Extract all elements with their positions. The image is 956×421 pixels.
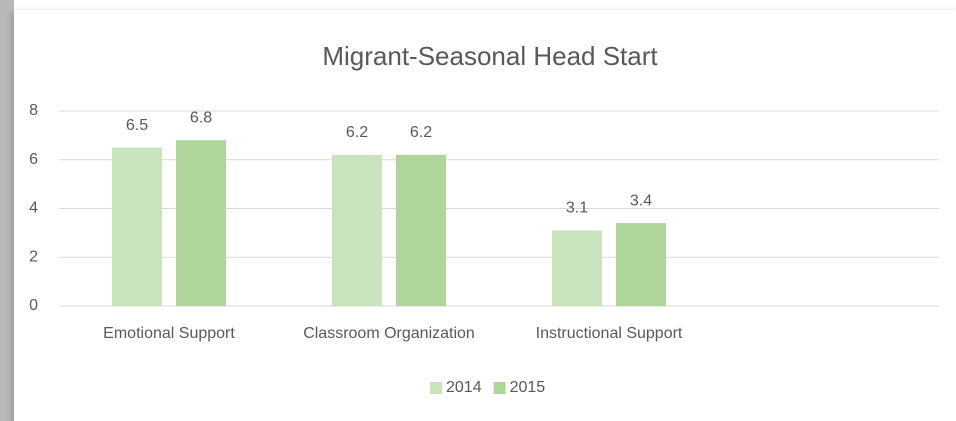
chart-title: Migrant-Seasonal Head Start	[322, 41, 658, 71]
legend-label: 2015	[510, 379, 546, 396]
bar	[112, 147, 162, 306]
y-tick-label: 0	[29, 297, 38, 314]
x-tick-label: Classroom Organization	[303, 325, 475, 342]
legend-swatch	[430, 382, 442, 394]
side-strip	[0, 0, 14, 421]
chart-card	[14, 10, 956, 421]
data-label: 3.1	[566, 200, 588, 217]
data-label: 6.5	[126, 117, 148, 134]
data-label: 3.4	[630, 192, 652, 209]
bar	[332, 154, 382, 306]
bar	[396, 154, 446, 306]
bar	[176, 140, 226, 306]
y-tick-label: 2	[29, 248, 38, 265]
legend-swatch	[493, 382, 506, 394]
y-tick-label: 8	[29, 102, 38, 119]
x-tick-label: Emotional Support	[103, 325, 235, 342]
x-tick-label: Instructional Support	[536, 325, 683, 342]
data-label: 6.2	[346, 124, 368, 141]
y-tick-label: 4	[29, 200, 38, 217]
data-label: 6.8	[190, 109, 212, 126]
bar	[616, 223, 666, 306]
data-label: 6.2	[410, 124, 432, 141]
y-tick-label: 6	[29, 151, 38, 168]
bar	[552, 230, 602, 306]
legend-label: 2014	[446, 379, 482, 396]
